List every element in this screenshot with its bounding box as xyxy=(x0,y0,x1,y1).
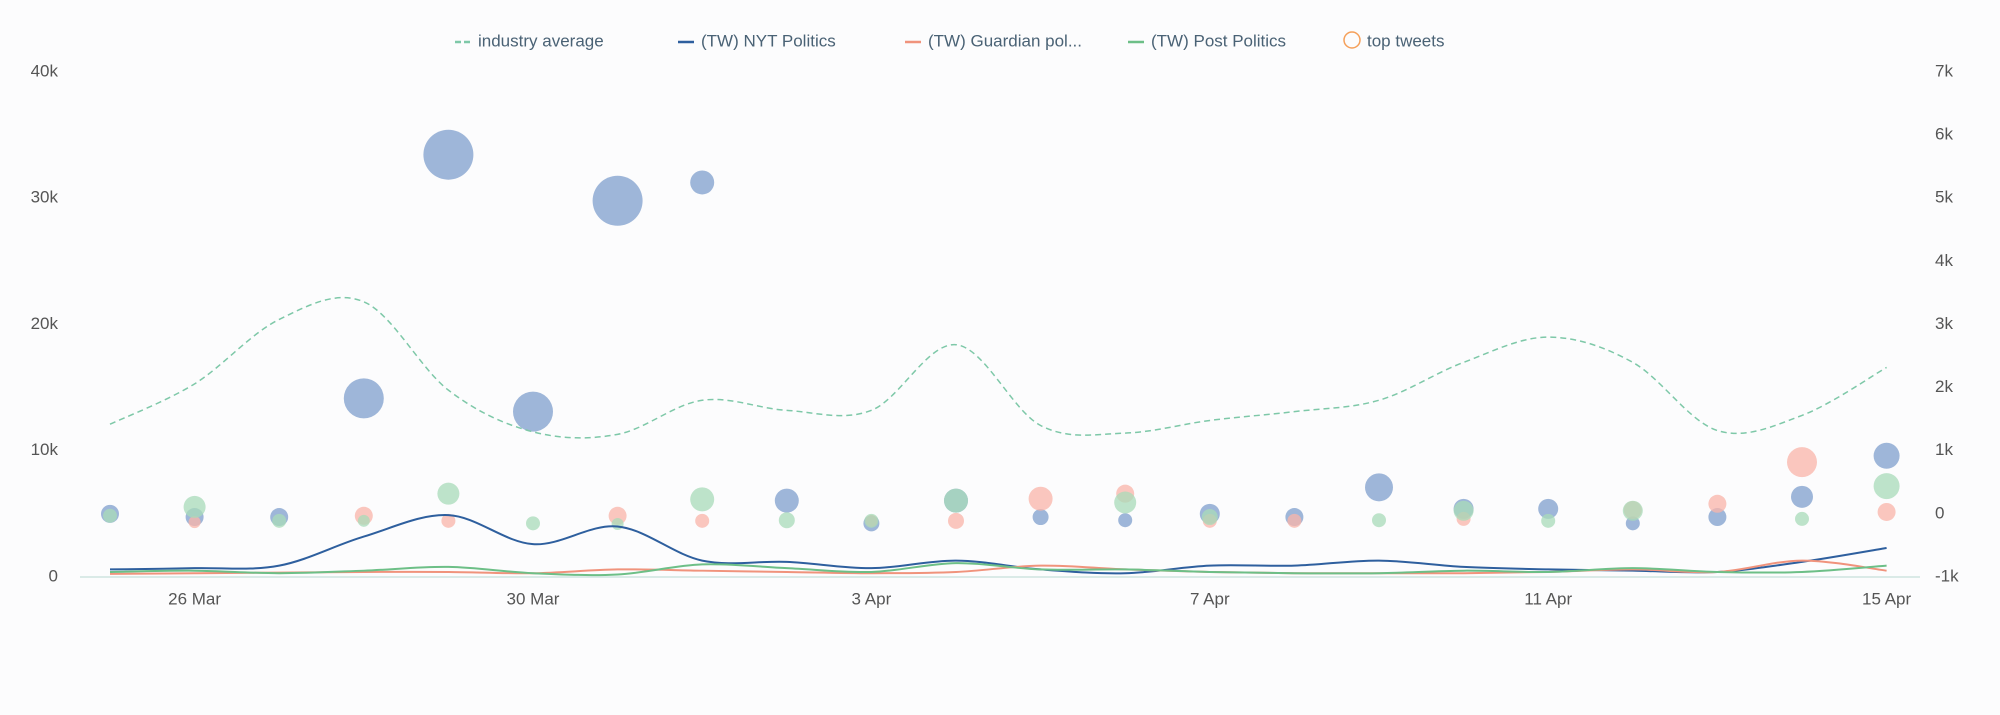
bubble xyxy=(1708,508,1727,527)
bubble xyxy=(1453,500,1474,521)
bubble xyxy=(690,487,715,512)
y2-tick-label: 1k xyxy=(1935,440,1953,459)
bubble xyxy=(437,482,460,505)
bubble xyxy=(1795,511,1809,526)
legend-label: (TW) NYT Politics xyxy=(701,31,836,50)
bubble xyxy=(513,391,553,432)
bubble xyxy=(1873,442,1900,469)
y-tick-label: 10k xyxy=(31,440,59,459)
bubble xyxy=(695,513,710,528)
y2-tick-label: 4k xyxy=(1935,251,1953,270)
legend-label: industry average xyxy=(478,31,604,50)
legend-label: (TW) Guardian pol... xyxy=(928,31,1082,50)
y-tick-label: 0 xyxy=(49,566,58,585)
legend-label: (TW) Post Politics xyxy=(1151,31,1286,50)
bubble xyxy=(183,495,206,518)
x-tick-label: 26 Mar xyxy=(168,589,221,608)
y2-tick-label: 3k xyxy=(1935,314,1953,333)
bubble xyxy=(1541,513,1556,528)
bubble xyxy=(611,517,624,530)
bubble xyxy=(1622,500,1643,521)
bubble xyxy=(1032,509,1049,526)
y2-tick-label: 7k xyxy=(1935,61,1953,80)
bubble xyxy=(357,514,370,527)
x-tick-label: 15 Apr xyxy=(1862,589,1911,608)
bubble xyxy=(1201,509,1218,526)
bubble xyxy=(1873,473,1900,500)
legend-label: top tweets xyxy=(1367,31,1445,50)
y-tick-label: 20k xyxy=(31,314,59,333)
bubble xyxy=(592,175,643,226)
bubble xyxy=(1365,473,1393,502)
x-tick-label: 30 Mar xyxy=(507,589,560,608)
y-tick-label: 30k xyxy=(31,188,59,207)
bubble xyxy=(1538,498,1559,519)
bubble xyxy=(343,378,384,419)
bubble xyxy=(423,129,474,180)
bubble xyxy=(690,170,715,195)
bubble xyxy=(526,516,540,531)
bubble xyxy=(864,513,879,528)
x-tick-label: 11 Apr xyxy=(1524,589,1572,608)
legend-swatch xyxy=(1343,31,1361,49)
bubble xyxy=(1372,513,1386,528)
line xyxy=(109,297,1887,439)
bubble xyxy=(272,513,287,528)
line xyxy=(109,562,1887,577)
y2-tick-label: 0 xyxy=(1935,503,1944,522)
y2-tick-label: -1k xyxy=(1935,566,1959,585)
bubble xyxy=(1791,485,1813,508)
y2-tick-label: 2k xyxy=(1935,377,1953,396)
bubble xyxy=(103,508,117,523)
x-tick-label: 7 Apr xyxy=(1190,589,1230,608)
bubble xyxy=(1708,494,1727,513)
bubble xyxy=(1028,486,1053,511)
y-tick-label: 40k xyxy=(31,61,59,80)
bubble xyxy=(1114,491,1137,514)
bubble xyxy=(778,512,795,529)
bubble xyxy=(1287,513,1302,528)
bubble xyxy=(441,513,456,528)
bubble xyxy=(944,488,968,513)
bubble xyxy=(774,488,799,513)
y2-tick-label: 5k xyxy=(1935,188,1953,207)
bubble xyxy=(1118,513,1133,528)
x-tick-label: 3 Apr xyxy=(852,589,892,608)
bubble xyxy=(188,516,201,529)
bubble xyxy=(948,512,964,529)
bubble xyxy=(1787,447,1817,478)
legend: industry average (TW) NYT Politics (TW) Gu… xyxy=(455,31,1445,50)
bubble xyxy=(1877,502,1896,521)
y2-tick-label: 6k xyxy=(1935,125,1953,144)
